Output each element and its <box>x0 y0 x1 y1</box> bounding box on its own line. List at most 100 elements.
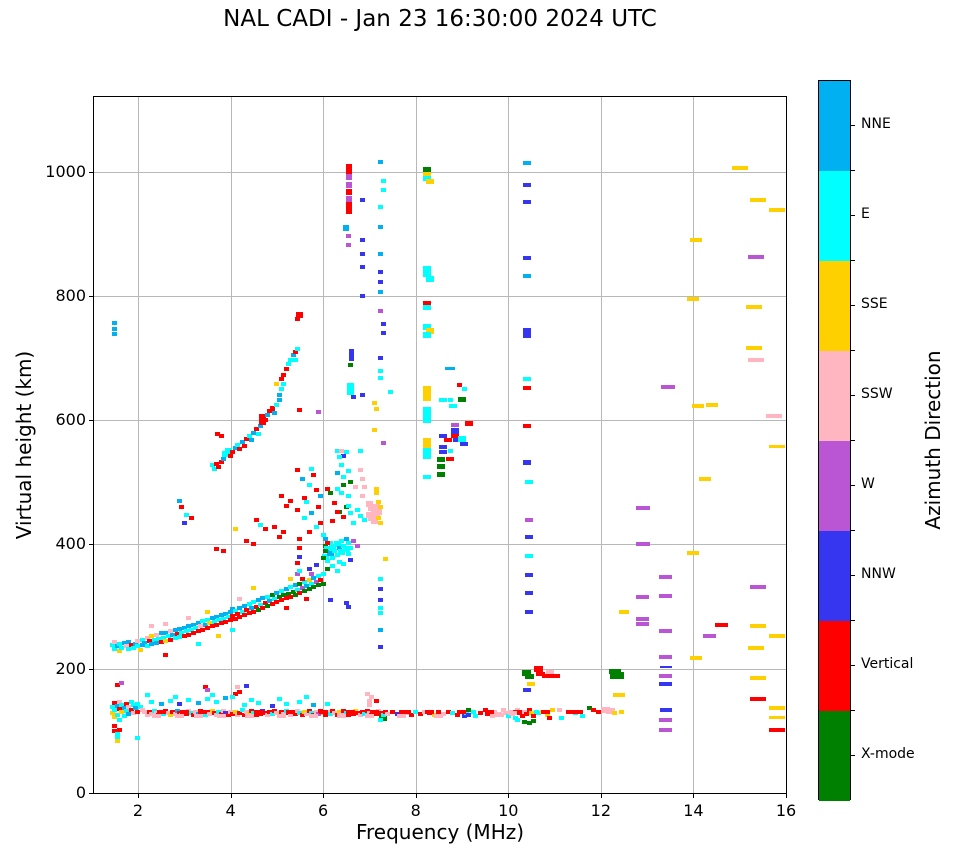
y-gridline <box>94 295 786 297</box>
data-point <box>292 358 298 363</box>
data-point <box>116 699 122 704</box>
data-point <box>315 583 321 588</box>
data-point <box>137 648 143 653</box>
data-point <box>258 522 264 527</box>
data-point <box>745 305 762 310</box>
data-point <box>123 708 129 713</box>
data-point <box>378 369 384 374</box>
data-point <box>692 404 705 409</box>
data-point <box>522 255 531 260</box>
data-point <box>278 377 284 382</box>
data-point <box>251 585 257 590</box>
data-point <box>306 587 312 592</box>
data-point <box>461 713 467 718</box>
x-tick <box>323 794 325 798</box>
data-point <box>179 709 189 714</box>
data-point <box>232 446 238 451</box>
data-point <box>394 712 400 717</box>
colorbar-label: E <box>861 206 870 222</box>
data-point <box>334 552 340 557</box>
data-point <box>318 578 324 583</box>
data-point <box>768 727 785 732</box>
data-point <box>522 688 531 693</box>
data-point <box>345 208 352 215</box>
data-point <box>342 546 350 553</box>
data-point <box>659 728 673 733</box>
data-point <box>253 709 263 714</box>
data-point <box>297 581 303 586</box>
data-point <box>234 612 240 617</box>
data-point <box>423 332 432 338</box>
data-point <box>214 615 220 620</box>
data-point <box>747 254 764 259</box>
data-point <box>515 717 521 722</box>
data-point <box>635 541 650 546</box>
data-point <box>355 508 361 513</box>
data-point <box>204 618 210 623</box>
data-point <box>295 561 301 566</box>
data-point <box>259 414 267 421</box>
data-point <box>731 166 748 171</box>
data-point <box>285 591 291 596</box>
data-point <box>439 445 448 450</box>
data-point <box>142 640 148 645</box>
data-point <box>687 551 700 556</box>
data-point <box>123 644 129 649</box>
data-point <box>745 346 762 351</box>
data-point <box>370 518 378 525</box>
data-point <box>565 710 571 715</box>
data-point <box>272 525 278 530</box>
data-point <box>440 712 446 717</box>
data-point <box>357 467 363 472</box>
data-point <box>378 505 384 510</box>
data-point <box>659 674 673 679</box>
data-point <box>659 682 673 687</box>
data-point <box>345 189 352 196</box>
x-tick-label: 8 <box>410 801 421 820</box>
data-point <box>378 520 384 525</box>
data-point <box>283 503 289 508</box>
data-point <box>350 712 356 717</box>
data-point <box>214 713 220 718</box>
data-point <box>365 501 373 508</box>
data-point <box>376 516 382 521</box>
data-point <box>332 548 338 553</box>
data-point <box>211 620 217 625</box>
data-point <box>522 200 531 205</box>
data-point <box>306 577 312 582</box>
data-point <box>110 643 115 648</box>
data-point <box>380 441 386 446</box>
data-point <box>608 668 621 674</box>
data-point <box>114 682 120 687</box>
data-point <box>285 362 291 367</box>
data-point <box>768 706 785 711</box>
data-point <box>223 695 229 700</box>
data-point <box>378 606 384 611</box>
data-point <box>288 585 294 590</box>
data-point <box>528 711 534 716</box>
x-tick-label: 6 <box>318 801 329 820</box>
data-point <box>149 634 155 639</box>
data-point <box>618 610 629 615</box>
data-point <box>457 709 467 714</box>
data-point <box>423 448 432 455</box>
y-tick <box>89 171 93 173</box>
data-point <box>119 681 125 685</box>
data-point <box>121 641 127 646</box>
data-point <box>423 300 432 306</box>
data-point <box>359 264 365 269</box>
data-point <box>371 400 377 405</box>
x-tick <box>693 794 695 798</box>
data-point <box>258 712 264 717</box>
data-point <box>309 582 315 587</box>
data-point <box>423 266 432 273</box>
data-point <box>750 697 767 702</box>
data-point <box>423 175 432 181</box>
data-point <box>151 713 161 718</box>
data-point <box>329 708 335 713</box>
data-point <box>163 653 169 658</box>
data-point <box>313 562 319 567</box>
data-point <box>423 386 432 393</box>
data-point <box>116 649 122 654</box>
data-point <box>237 615 243 620</box>
